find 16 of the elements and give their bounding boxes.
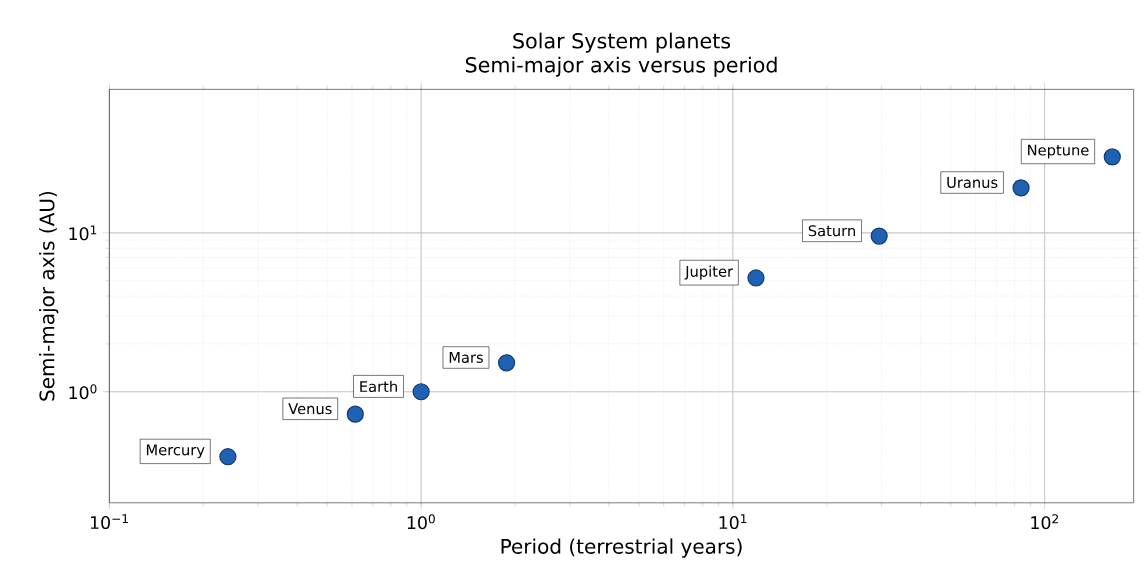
annotation: Uranus bbox=[947, 177, 998, 188]
annotation: Mercury bbox=[146, 444, 205, 459]
annotation: Neptune bbox=[1028, 144, 1089, 159]
y-axis-title: Semi-major axis (AU) bbox=[39, 191, 59, 401]
x-axis-title: Period (terrestrial years) bbox=[501, 538, 742, 558]
annotation: Venus bbox=[288, 403, 332, 415]
annotation: Saturn bbox=[808, 225, 855, 237]
annotation: Mars bbox=[449, 351, 483, 363]
x-tick-label: 10$^{2}$ bbox=[1031, 514, 1058, 530]
x-tick-label: 10$^{1}$ bbox=[719, 514, 747, 530]
chart-title: Solar System planets bbox=[513, 32, 731, 53]
annotation: Earth bbox=[360, 380, 397, 392]
annotation: Jupiter bbox=[684, 265, 734, 280]
x-tick-label: 10$^{−1}$ bbox=[90, 514, 128, 530]
chart-subtitle: Semi-major axis versus period bbox=[465, 56, 777, 77]
x-tick-label: 10$^{0}$ bbox=[407, 514, 435, 530]
